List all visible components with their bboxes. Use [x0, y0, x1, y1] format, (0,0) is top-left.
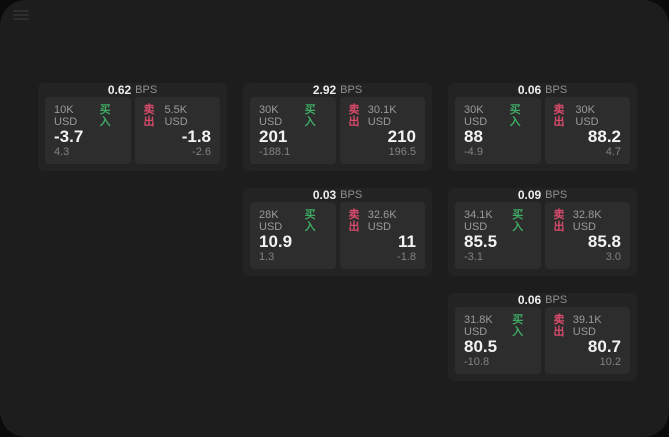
buy-price: 10.9 — [259, 232, 293, 251]
menu-bar — [13, 10, 29, 12]
sell-price: 80.7 — [587, 337, 621, 356]
buy-label: 买入 — [512, 209, 524, 233]
bps-value: 0.06 — [517, 83, 542, 97]
buy-tile[interactable]: 30K USD 买入 201 -188.1 — [250, 97, 336, 164]
buy-amount: 31.8K USD — [464, 314, 493, 338]
buy-amount: 30K USD — [259, 104, 283, 128]
sell-tile[interactable]: 卖出 5.5K USD -1.8 -2.6 — [134, 97, 220, 164]
buy-change: 4.3 — [54, 146, 70, 158]
sell-amount: 32.6K USD — [367, 209, 397, 233]
sell-price: 85.8 — [587, 232, 621, 251]
quote-card-5: 0.09 BPS 34.1K USD 买入 85.5 -3.1 卖出 32.8K… — [448, 188, 637, 276]
sell-change: -1.8 — [397, 251, 416, 263]
card-header: 2.92 BPS — [243, 83, 432, 97]
sell-change: -2.6 — [192, 146, 211, 158]
sell-tile[interactable]: 卖出 39.1K USD 80.7 10.2 — [544, 307, 630, 374]
sell-price: 11 — [398, 232, 416, 251]
sell-amount: 30K USD — [575, 104, 599, 128]
card-header: 0.03 BPS — [243, 188, 432, 202]
sell-price: -1.8 — [181, 127, 211, 146]
card-header: 0.09 BPS — [448, 188, 637, 202]
buy-tile[interactable]: 34.1K USD 买入 85.5 -3.1 — [455, 202, 541, 269]
buy-change: -188.1 — [259, 146, 291, 158]
buy-tile[interactable]: 30K USD 买入 88 -4.9 — [455, 97, 541, 164]
bps-value: 0.62 — [107, 83, 132, 97]
buy-amount: 28K USD — [259, 209, 283, 233]
buy-amount: 30K USD — [464, 104, 488, 128]
sell-tile[interactable]: 卖出 32.6K USD 11 -1.8 — [339, 202, 425, 269]
menu-bar — [13, 18, 29, 20]
sell-price: 210 — [387, 127, 416, 146]
quote-card-1: 0.62 BPS 10K USD 买入 -3.7 4.3 卖出 5.5K USD — [38, 83, 227, 171]
bps-unit-label: BPS — [340, 189, 363, 201]
buy-price: 85.5 — [464, 232, 498, 251]
sell-amount: 5.5K USD — [164, 104, 188, 128]
buy-label: 买入 — [509, 104, 521, 128]
buy-change: -4.9 — [464, 146, 483, 158]
sell-change: 3.0 — [605, 251, 621, 263]
buy-label: 买入 — [304, 104, 316, 128]
bps-unit-label: BPS — [340, 84, 363, 96]
card-header: 0.06 BPS — [448, 293, 637, 307]
quote-card-3: 0.06 BPS 30K USD 买入 88 -4.9 卖出 30K USD — [448, 83, 637, 171]
hamburger-menu-icon[interactable] — [13, 8, 29, 22]
bps-unit-label: BPS — [545, 84, 568, 96]
buy-price: 201 — [259, 127, 288, 146]
card-header: 0.06 BPS — [448, 83, 637, 97]
buy-label: 买入 — [99, 104, 111, 128]
menu-bar — [13, 14, 29, 16]
buy-amount: 34.1K USD — [464, 209, 493, 233]
bps-unit-label: BPS — [545, 189, 568, 201]
sell-tile[interactable]: 卖出 30K USD 88.2 4.7 — [544, 97, 630, 164]
buy-price: 80.5 — [464, 337, 498, 356]
bps-value: 0.09 — [517, 188, 542, 202]
bps-value: 0.03 — [312, 188, 337, 202]
sell-price: 88.2 — [587, 127, 621, 146]
bps-value: 0.06 — [517, 293, 542, 307]
buy-amount: 10K USD — [54, 104, 78, 128]
sell-label: 卖出 — [553, 104, 565, 128]
sell-change: 4.7 — [605, 146, 621, 158]
quote-cards-grid: 0.62 BPS 10K USD 买入 -3.7 4.3 卖出 5.5K USD — [38, 83, 637, 381]
sell-amount: 30.1K USD — [367, 104, 397, 128]
sell-amount: 39.1K USD — [572, 314, 602, 338]
sell-amount: 32.8K USD — [572, 209, 602, 233]
sell-label: 卖出 — [348, 104, 360, 128]
buy-change: -10.8 — [464, 356, 490, 368]
buy-tile[interactable]: 10K USD 买入 -3.7 4.3 — [45, 97, 131, 164]
sell-label: 卖出 — [553, 314, 565, 338]
sell-tile[interactable]: 卖出 30.1K USD 210 196.5 — [339, 97, 425, 164]
quote-card-2: 2.92 BPS 30K USD 买入 201 -188.1 卖出 30.1K … — [243, 83, 432, 171]
buy-change: -3.1 — [464, 251, 483, 263]
buy-price: 88 — [464, 127, 483, 146]
buy-price: -3.7 — [54, 127, 84, 146]
bps-unit-label: BPS — [545, 294, 568, 306]
sell-label: 卖出 — [348, 209, 360, 233]
quote-card-6: 0.06 BPS 31.8K USD 买入 80.5 -10.8 卖出 39.1… — [448, 293, 637, 381]
buy-tile[interactable]: 28K USD 买入 10.9 1.3 — [250, 202, 336, 269]
sell-label: 卖出 — [143, 104, 155, 128]
buy-tile[interactable]: 31.8K USD 买入 80.5 -10.8 — [455, 307, 541, 374]
buy-label: 买入 — [512, 314, 524, 338]
bps-unit-label: BPS — [135, 84, 158, 96]
sell-change: 196.5 — [388, 146, 416, 158]
sell-change: 10.2 — [599, 356, 621, 368]
bps-value: 2.92 — [312, 83, 337, 97]
sell-tile[interactable]: 卖出 32.8K USD 85.8 3.0 — [544, 202, 630, 269]
sell-label: 卖出 — [553, 209, 565, 233]
quote-card-4: 0.03 BPS 28K USD 买入 10.9 1.3 卖出 32.6K US… — [243, 188, 432, 276]
buy-change: 1.3 — [259, 251, 275, 263]
buy-label: 买入 — [304, 209, 316, 233]
card-header: 0.62 BPS — [38, 83, 227, 97]
